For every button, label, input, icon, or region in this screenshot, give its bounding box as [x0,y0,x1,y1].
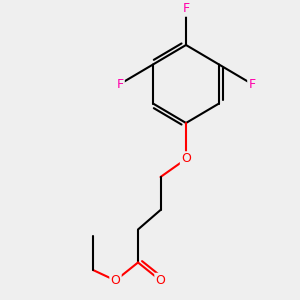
Text: O: O [181,152,191,166]
Text: F: F [182,2,190,16]
Text: O: O [156,274,165,287]
Text: O: O [111,274,120,287]
Text: F: F [116,77,124,91]
Text: F: F [248,77,256,91]
